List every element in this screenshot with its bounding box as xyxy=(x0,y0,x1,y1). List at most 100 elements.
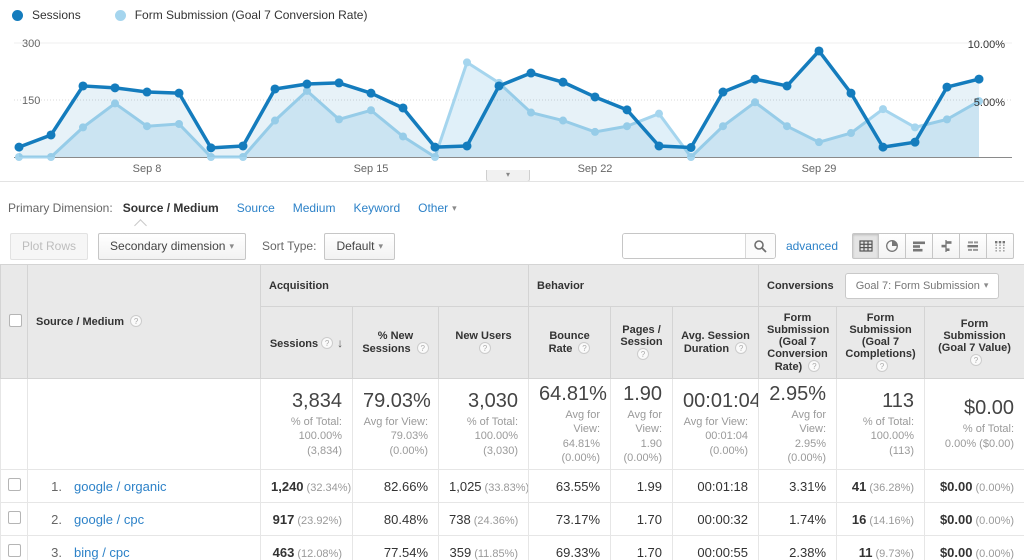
divider xyxy=(0,181,1024,182)
plot-rows-button[interactable]: Plot Rows xyxy=(10,232,89,260)
source-medium-table: Source / Medium ? Acquisition Behavior C… xyxy=(0,264,1024,560)
table-view-button[interactable] xyxy=(852,233,879,259)
totals-new-users: 3,030% of Total: 100.00% (3,030) xyxy=(437,377,530,471)
table-search xyxy=(621,233,776,259)
comparison-view-button[interactable] xyxy=(933,233,960,259)
pivot-icon xyxy=(995,241,1005,252)
session-duration-column-header[interactable]: Avg. Session Duration ? xyxy=(672,306,760,379)
advanced-search-link[interactable]: advanced xyxy=(785,239,838,253)
acquisition-group-header: Acquisition xyxy=(259,264,530,307)
pages-session-column-header[interactable]: Pages / Session ? xyxy=(610,306,674,379)
source-link[interactable]: google / cpc xyxy=(74,511,145,527)
svg-text:Sep 15: Sep 15 xyxy=(354,163,389,175)
totals-new-sessions: 79.03% Avg for View: 79.03% (0.00%) xyxy=(352,377,439,471)
conversions-group-header: Conversions Goal 7: Form Submission ▾ xyxy=(758,264,1024,307)
percentage-view-button[interactable] xyxy=(879,233,906,259)
help-icon[interactable]: ? xyxy=(130,315,143,327)
primary-dimension-label: Primary Dimension: xyxy=(8,201,113,215)
dimension-source[interactable]: Source xyxy=(236,201,275,215)
search-icon xyxy=(754,240,768,253)
row-checkbox[interactable] xyxy=(7,511,21,525)
help-icon[interactable]: ? xyxy=(876,360,889,372)
help-icon[interactable]: ? xyxy=(808,360,821,372)
help-icon[interactable]: ? xyxy=(578,342,591,354)
svg-text:300: 300 xyxy=(22,38,40,50)
dimension-other[interactable]: Other ▾ xyxy=(418,201,457,215)
primary-dimension-row: Primary Dimension: Source / Medium Sourc… xyxy=(8,198,1018,218)
help-icon[interactable]: ? xyxy=(416,342,429,354)
select-all-cell xyxy=(0,264,28,379)
chevron-down-icon: ▾ xyxy=(378,240,384,251)
pie-chart-icon xyxy=(886,240,898,252)
svg-text:150: 150 xyxy=(22,95,40,107)
svg-text:Sep 29: Sep 29 xyxy=(802,163,837,175)
performance-view-button[interactable] xyxy=(906,233,933,259)
behavior-group-header: Behavior xyxy=(528,264,760,307)
new-users-column-header[interactable]: New Users ? xyxy=(437,306,530,379)
chart-legend: Sessions Form Submission (Goal 7 Convers… xyxy=(0,0,1024,30)
term-cloud-view-button[interactable] xyxy=(960,233,987,259)
bars-icon xyxy=(913,241,925,252)
legend-goal-label: Form Submission (Goal 7 Conversion Rate) xyxy=(134,8,368,22)
legend-item-goal[interactable]: Form Submission (Goal 7 Conversion Rate) xyxy=(114,8,368,22)
term-cloud-icon xyxy=(967,241,978,251)
goal-value-column-header[interactable]: Form Submission (Goal 7 Value) ? xyxy=(924,306,1024,379)
totals-sessions: 3,834% of Total: 100.00% (3,834) xyxy=(260,377,353,471)
search-input[interactable] xyxy=(622,234,745,258)
table-toolbar: Plot Rows Secondary dimension ▾ Sort Type… xyxy=(0,229,1024,263)
legend-item-sessions[interactable]: Sessions xyxy=(12,8,81,22)
completions-column-header[interactable]: Form Submission (Goal 7 Completions) ? xyxy=(836,306,926,379)
legend-sessions-label: Sessions xyxy=(32,8,81,22)
bounce-rate-column-header[interactable]: Bounce Rate ? xyxy=(528,306,612,379)
timeline-chart[interactable]: 300 150 10.00% 5.00% Sep 8 Sep 15 Sep 22 Sep 29 xyxy=(0,30,1024,180)
help-icon[interactable]: ? xyxy=(637,348,650,360)
totals-completions: 113% of Total: 100.00% (113) xyxy=(836,377,926,471)
dimension-keyword[interactable]: Keyword xyxy=(353,201,401,215)
table-grid-icon xyxy=(858,240,873,252)
totals-duration: 00:01:04 Avg for View: 00:01:04 (0.00%) xyxy=(672,377,760,471)
totals-pages: 1.90 Avg for View: 1.90 (0.00%) xyxy=(610,377,674,471)
goal-selector-dropdown[interactable]: Goal 7: Form Submission ▾ xyxy=(844,272,1000,299)
help-icon[interactable]: ? xyxy=(735,342,748,354)
new-sessions-column-header[interactable]: % New Sessions ? xyxy=(352,306,439,379)
goal-dot-icon xyxy=(114,9,126,21)
totals-conv-rate: 2.95% Avg for View: 2.95% (0.00%) xyxy=(758,377,838,471)
source-link[interactable]: bing / cpc xyxy=(74,544,130,560)
dimension-medium[interactable]: Medium xyxy=(292,201,336,215)
sessions-dot-icon xyxy=(12,9,23,21)
timeline-chart-svg[interactable]: 300 150 10.00% 5.00% Sep 8 Sep 15 Sep 22 Sep 29 xyxy=(0,30,1024,180)
source-medium-header: Source / Medium ? xyxy=(27,264,261,379)
collapse-caret-icon: ▾ xyxy=(505,170,510,179)
table-row: 3. bing / cpc 463 (12.08%) 77.54% 359 (11.8… xyxy=(0,535,1024,560)
totals-bounce: 64.81% Avg for View: 64.81% (0.00%) xyxy=(528,377,612,471)
comparison-icon xyxy=(941,240,952,252)
conversion-rate-column-header[interactable]: Form Submission (Goal 7 Conversion Rate)… xyxy=(758,306,838,379)
help-icon[interactable]: ? xyxy=(321,336,334,349)
sessions-column-header[interactable]: Sessions? ↓ xyxy=(260,306,353,379)
table-row: 1. google / organic 1,240 (32.34%) 82.66% … xyxy=(0,469,1024,504)
pivot-view-button[interactable] xyxy=(987,233,1014,259)
svg-text:Sep 8: Sep 8 xyxy=(133,163,162,175)
source-link[interactable]: google / organic xyxy=(74,478,167,494)
select-all-checkbox[interactable] xyxy=(9,313,22,327)
dimension-source-medium[interactable]: Source / Medium xyxy=(122,201,219,215)
sort-type-button[interactable]: Default ▾ xyxy=(324,232,396,260)
chevron-down-icon: ▾ xyxy=(983,280,989,290)
svg-text:5.00%: 5.00% xyxy=(974,97,1005,109)
totals-row: 3,834% of Total: 100.00% (3,834) 79.03% A… xyxy=(0,377,1024,471)
table-row: 2. google / cpc 917 (23.92%) 80.48% 738 (24… xyxy=(0,502,1024,537)
svg-text:Sep 22: Sep 22 xyxy=(578,163,613,175)
row-checkbox[interactable] xyxy=(7,544,21,558)
secondary-dimension-button[interactable]: Secondary dimension ▾ xyxy=(98,232,246,260)
sort-desc-icon: ↓ xyxy=(337,335,344,350)
search-button[interactable] xyxy=(744,234,775,258)
view-toggle-group xyxy=(852,233,1014,259)
help-icon[interactable]: ? xyxy=(479,342,491,354)
help-icon[interactable]: ? xyxy=(970,354,983,366)
totals-value: $0.00% of Total: 0.00% ($0.00) xyxy=(924,377,1024,471)
chevron-down-icon: ▾ xyxy=(452,203,457,213)
row-checkbox[interactable] xyxy=(7,478,21,492)
chevron-down-icon: ▾ xyxy=(229,240,234,251)
sort-type-label: Sort Type: xyxy=(261,239,317,253)
